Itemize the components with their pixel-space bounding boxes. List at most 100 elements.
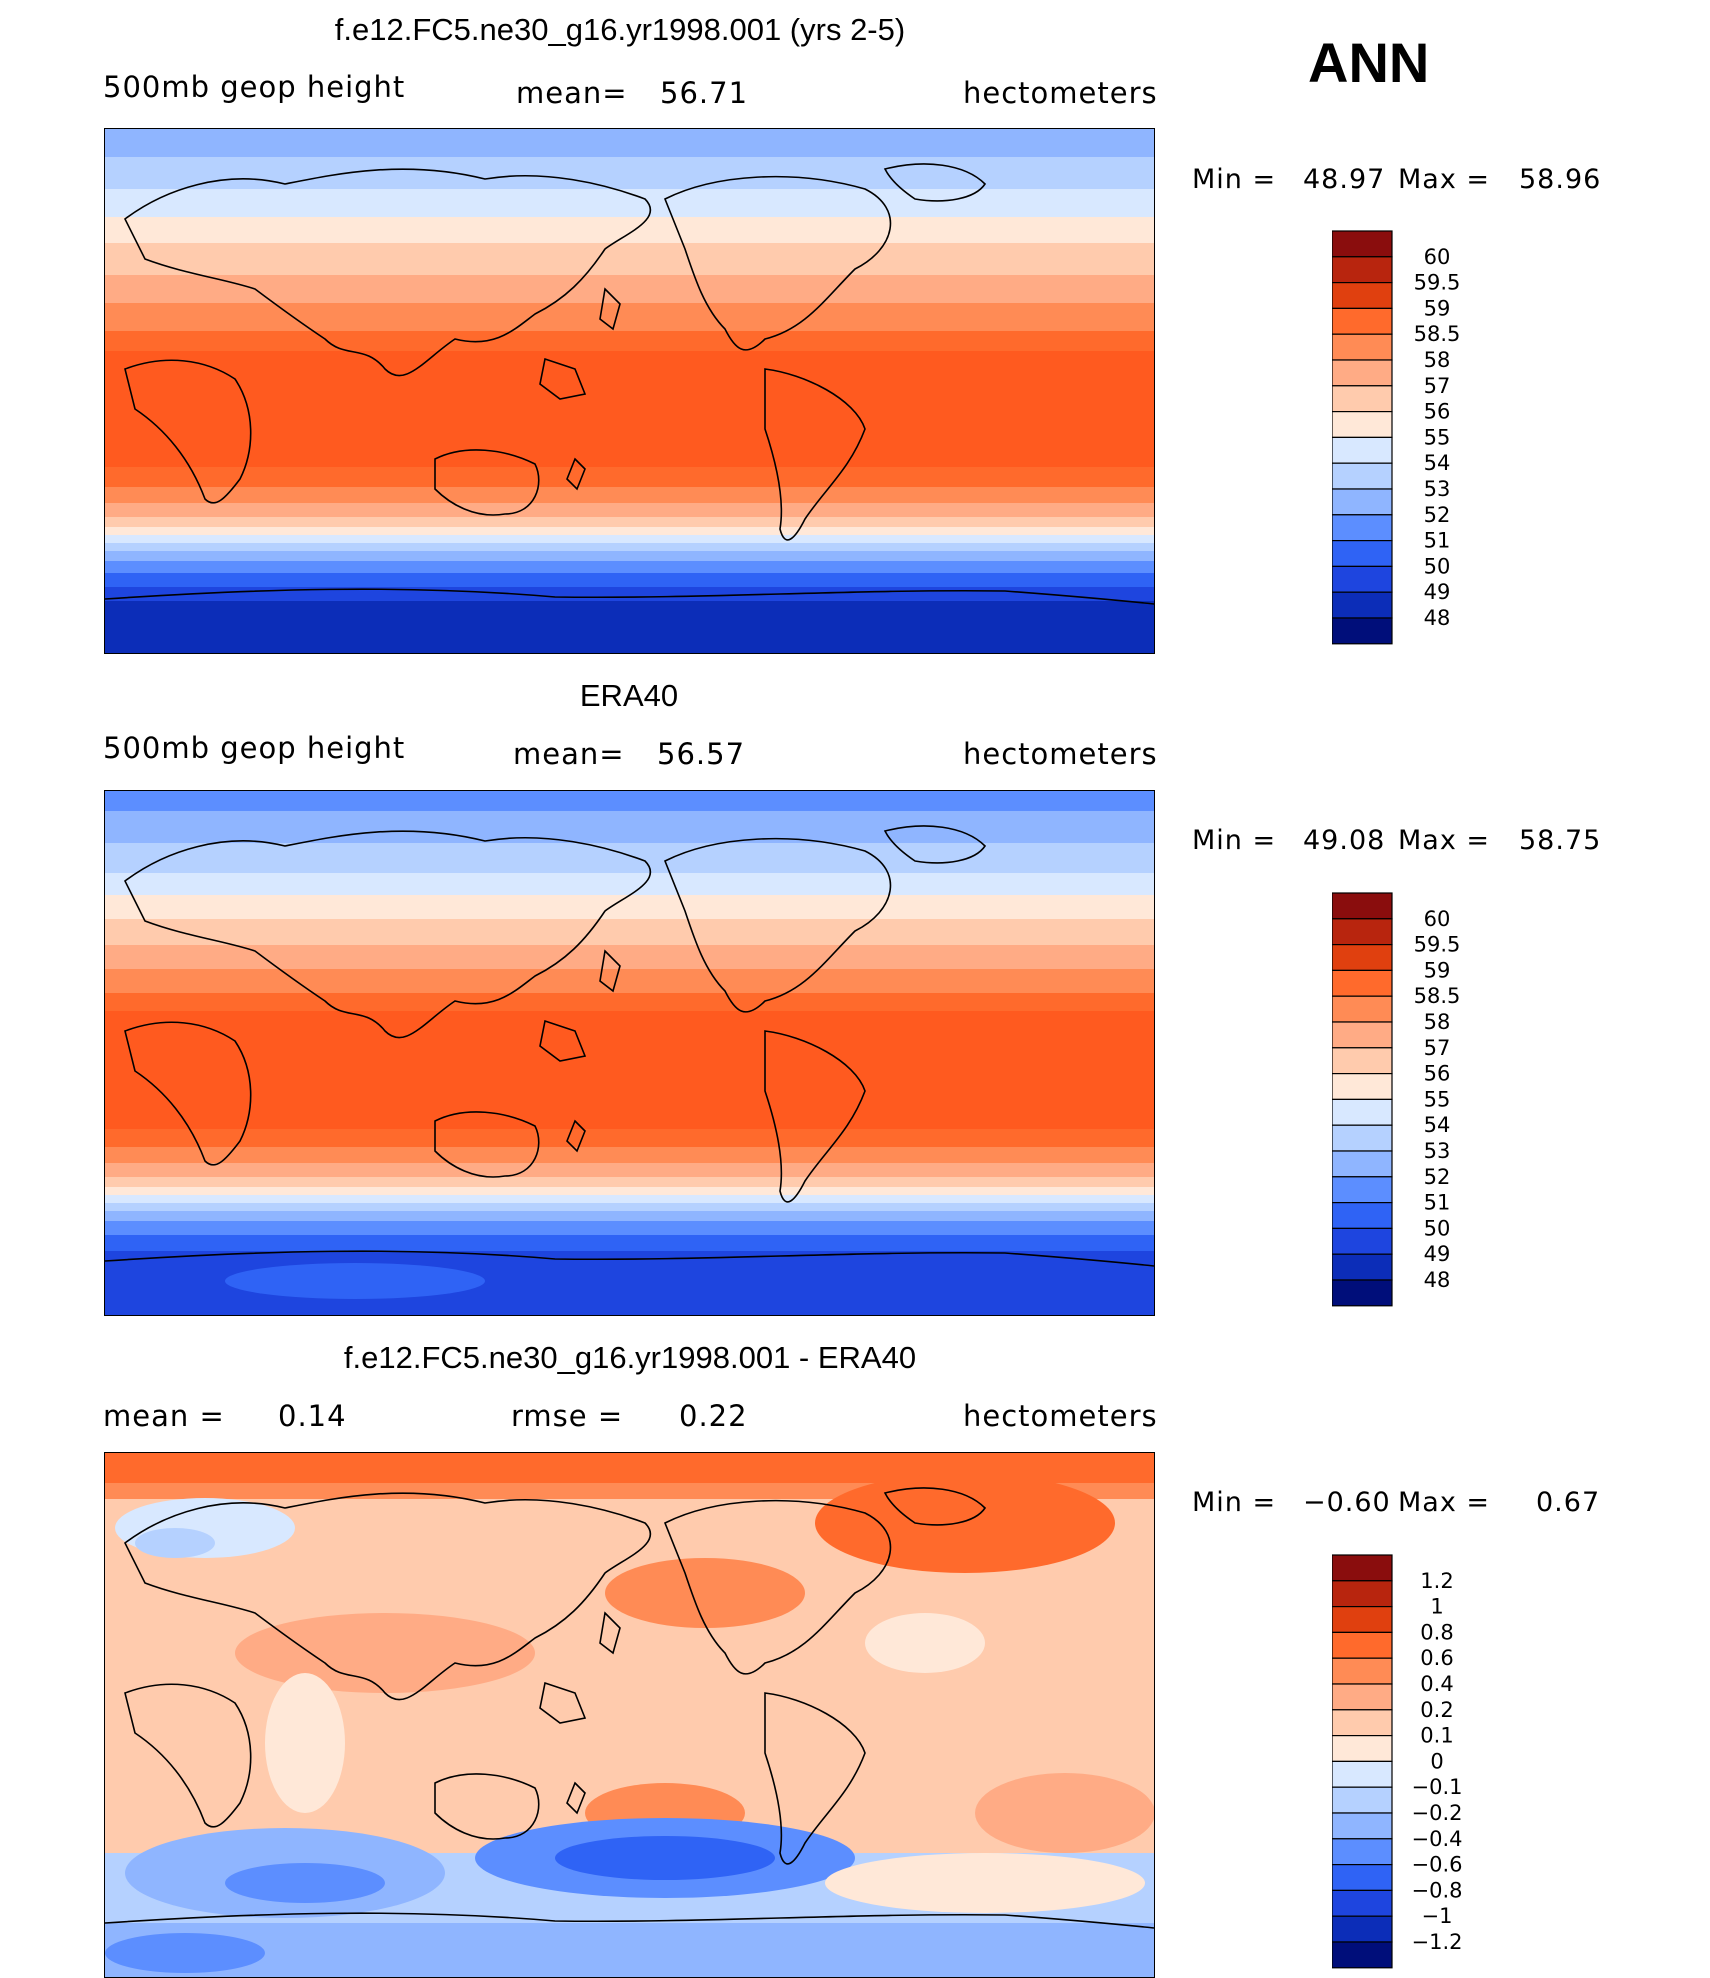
colorbar-tick-label: 51 [1424, 529, 1451, 553]
field-patch [225, 1263, 485, 1299]
colorbar-box [1331, 1838, 1393, 1866]
colorbar-tick-label: 48 [1424, 1268, 1451, 1292]
colorbar-box [1331, 892, 1393, 920]
field-band [105, 1187, 1154, 1195]
colorbar-box [1331, 436, 1393, 464]
field-band [105, 527, 1154, 535]
colorbar-tick-label: −0.8 [1412, 1878, 1463, 1902]
field-patch [265, 1673, 345, 1813]
field-band [105, 157, 1154, 189]
field-band [105, 535, 1154, 543]
field-band [105, 919, 1154, 945]
colorbar-tick-label: 55 [1424, 425, 1451, 449]
colorbar-tick-label: 0.8 [1420, 1620, 1453, 1644]
colorbar-box [1331, 1786, 1393, 1814]
panel2-max-value: 58.75 [1519, 825, 1602, 856]
colorbar-box [1331, 995, 1393, 1023]
colorbar-tick-label: 57 [1424, 374, 1451, 398]
panel2-field [105, 791, 1154, 1315]
panel2-min-label: Min = [1192, 825, 1277, 856]
season-label: ANN [1308, 31, 1430, 94]
colorbar-box [1331, 1554, 1393, 1582]
panel3-mean-label: mean = [103, 1399, 225, 1433]
field-band [105, 1235, 1154, 1251]
colorbar-tick-label: 53 [1424, 477, 1451, 501]
colorbar-box [1331, 1202, 1393, 1230]
colorbar-tick-label: 58 [1424, 348, 1451, 372]
colorbar-tick-label: 58 [1424, 1010, 1451, 1034]
field-band [105, 503, 1154, 517]
colorbar-tick-label: 59 [1424, 296, 1451, 320]
panel3-mean-value: 0.14 [278, 1399, 347, 1433]
panel3-colorbar: 1.2 1 0.8 0.6 0.4 0.2 0.1 0 −0.1 −0.2 −0.4 −0.6 −0.8… [1331, 1554, 1482, 1974]
field-band [105, 517, 1154, 527]
colorbar-tick-label: 49 [1424, 580, 1451, 604]
colorbar-box [1331, 1580, 1393, 1608]
panel2-mean-label: mean= [513, 737, 625, 771]
colorbar-box [1331, 1889, 1393, 1917]
field-band [105, 551, 1154, 561]
coastlines [105, 163, 1154, 605]
colorbar-box [1331, 256, 1393, 284]
colorbar-box [1331, 333, 1393, 361]
field-band [105, 1147, 1154, 1163]
colorbar-box [1331, 1760, 1393, 1788]
field-band [105, 1203, 1154, 1211]
field-patch [555, 1836, 775, 1880]
panel2-variable-label: 500mb geop height [103, 731, 406, 765]
colorbar-tick-label: 49 [1424, 1242, 1451, 1266]
field-patch [605, 1558, 805, 1628]
colorbar-tick-label: 51 [1424, 1191, 1451, 1215]
field-band [105, 543, 1154, 551]
panel3-field [105, 1453, 1154, 1977]
field-patch [235, 1613, 535, 1693]
field-band [105, 275, 1154, 303]
colorbar-tick-label: −0.1 [1412, 1775, 1463, 1799]
panel1-max-label: Max = [1398, 164, 1491, 195]
colorbar-tick-label: 50 [1424, 554, 1451, 578]
panel2-colorbar: 60 59.5 59 58.5 58 57 56 55 54 53 52 51 50 49 48 [1331, 892, 1482, 1312]
colorbar-tick-label: 1.2 [1420, 1569, 1453, 1593]
panel2-min-value: 49.08 [1303, 825, 1386, 856]
field-band [105, 351, 1154, 467]
colorbar-tick-label: 54 [1424, 451, 1451, 475]
field-band [105, 895, 1154, 919]
colorbar-tick-label: 52 [1424, 1165, 1451, 1189]
colorbar-box [1331, 1657, 1393, 1685]
field-band [105, 945, 1154, 969]
field-band [105, 573, 1154, 587]
colorbar-tick-label: 53 [1424, 1139, 1451, 1163]
panel2-map [104, 790, 1155, 1316]
colorbar-box [1331, 230, 1393, 258]
colorbar-box [1331, 1098, 1393, 1126]
colorbar-box [1331, 281, 1393, 309]
colorbar-box [1331, 591, 1393, 619]
panel3-rmse-value: 0.22 [679, 1399, 748, 1433]
colorbar-tick-label: 48 [1424, 606, 1451, 630]
colorbar-box [1331, 943, 1393, 971]
field-band [105, 1011, 1154, 1129]
colorbar-box [1331, 1631, 1393, 1659]
colorbar-tick-label: 57 [1424, 1036, 1451, 1060]
panel3-max-label: Max = [1398, 1487, 1491, 1518]
colorbar-box [1331, 385, 1393, 413]
panel3-min-value: −0.60 [1303, 1487, 1391, 1518]
field-band [105, 1195, 1154, 1203]
panel1-variable-label: 500mb geop height [103, 70, 406, 104]
panel3-min-label: Min = [1192, 1487, 1277, 1518]
colorbar-tick-label: 50 [1424, 1216, 1451, 1240]
colorbar-box [1331, 1176, 1393, 1204]
colorbar-box [1331, 1864, 1393, 1892]
colorbar-box [1331, 359, 1393, 387]
colorbar-box [1331, 918, 1393, 946]
colorbar-tick-label: 0.4 [1420, 1672, 1453, 1696]
colorbar-box [1331, 1279, 1393, 1307]
panel2-title: ERA40 [579, 678, 679, 713]
field-band [105, 1129, 1154, 1147]
field-band [105, 487, 1154, 503]
colorbar-box [1331, 514, 1393, 542]
colorbar-tick-label: −0.6 [1412, 1853, 1463, 1877]
panel3-colorbar-svg: 1.210.80.60.40.20.10−0.1−0.2−0.4−0.6−0.8… [1331, 1554, 1463, 1969]
